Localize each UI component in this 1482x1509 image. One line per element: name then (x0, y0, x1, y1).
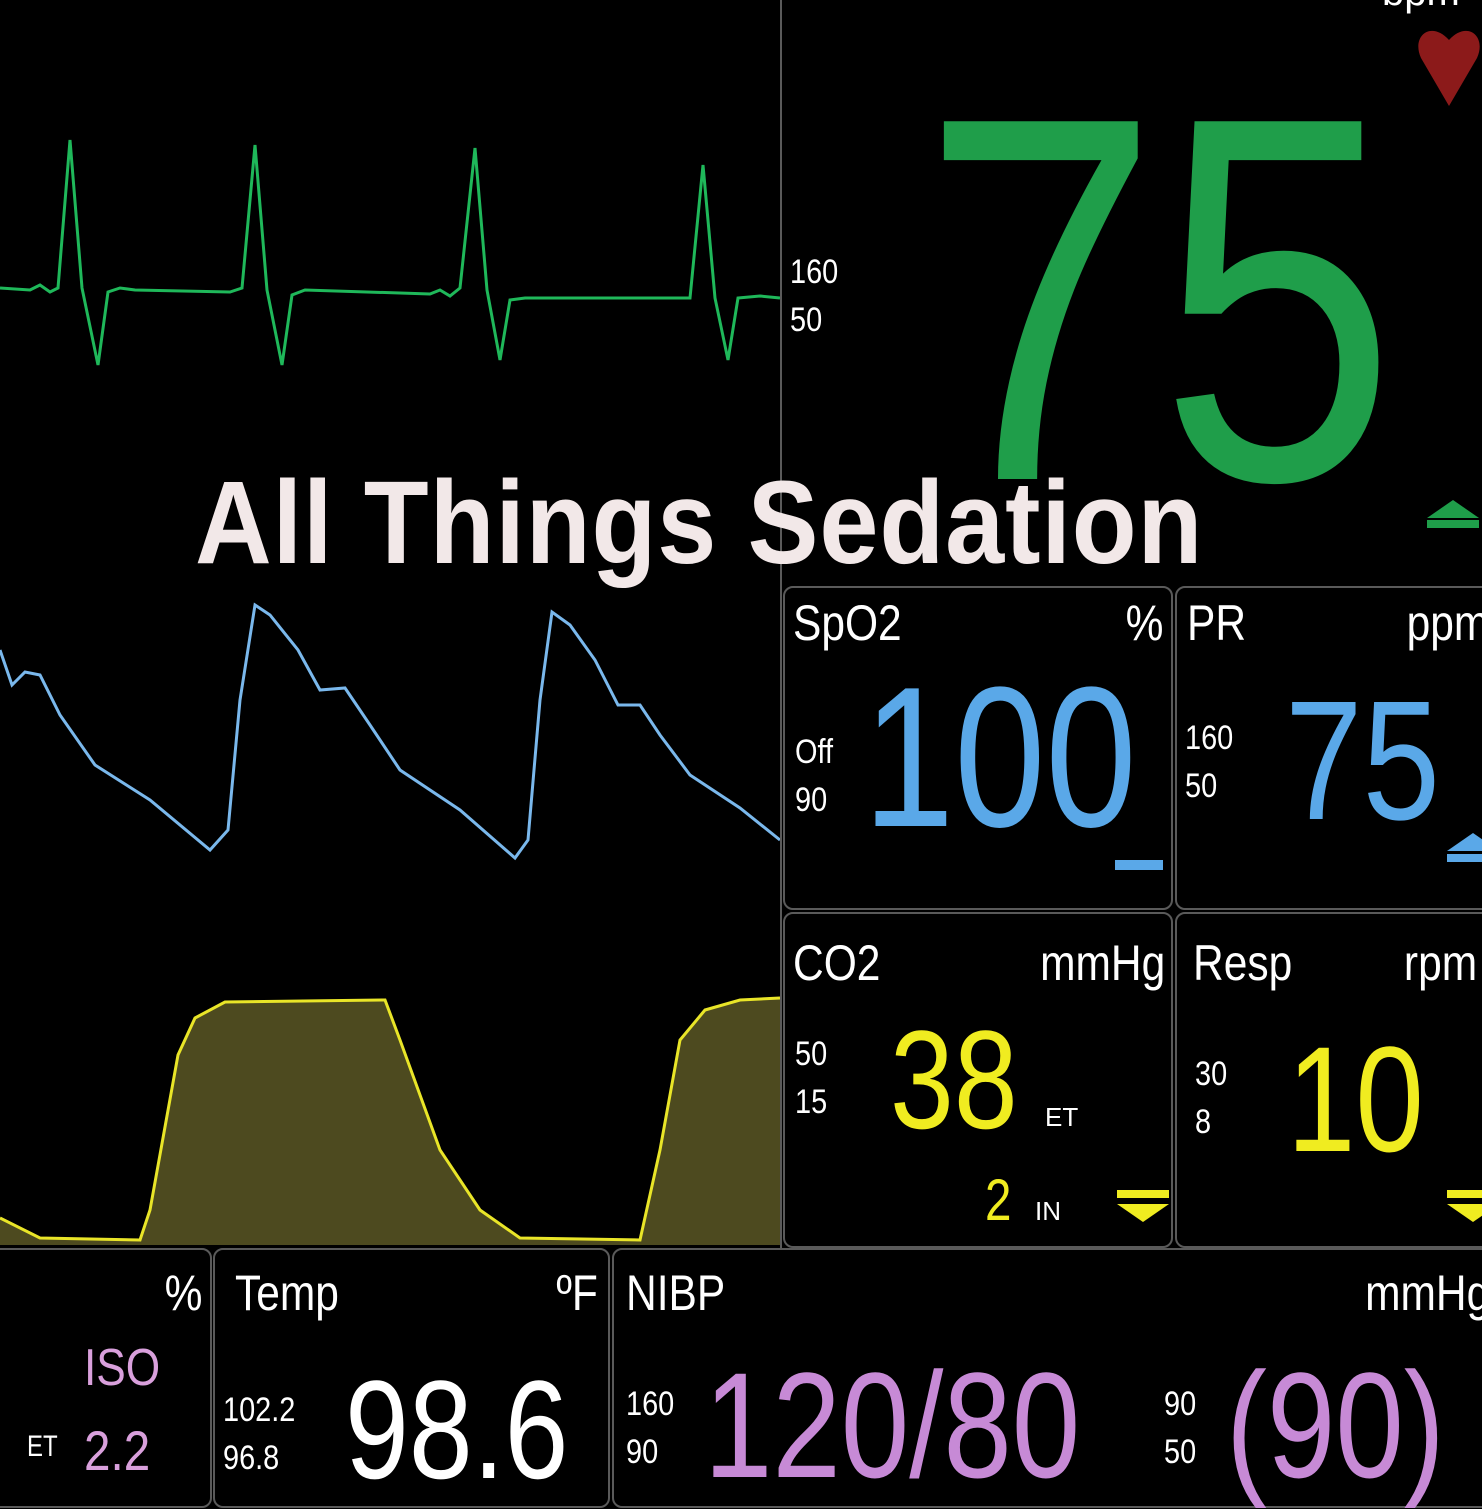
alarm-down-icon (1117, 1204, 1169, 1222)
alarm-bar (1447, 1190, 1482, 1198)
alarm-bar (1117, 1190, 1169, 1198)
temp-unit: ºF (556, 1265, 598, 1321)
co2-inspired-value: 2 (985, 1168, 1012, 1233)
pr-unit: ppm (1406, 595, 1482, 651)
alarm-up-icon (1427, 500, 1479, 518)
spo2-unit: % (1125, 595, 1163, 651)
alarm-bar (1447, 854, 1482, 862)
pr-label: PR (1187, 595, 1247, 651)
spo2-value: 100 (863, 646, 1137, 869)
title-overlay: All Things Sedation (195, 457, 1204, 589)
resp-unit: rpm (1403, 935, 1477, 991)
nibp-mean-value: (90) (1226, 1341, 1445, 1509)
hr-limits: 160 50 (790, 253, 839, 339)
resp-limits: 30 8 (1195, 1055, 1228, 1141)
pr-limits: 160 50 (1185, 719, 1234, 805)
spo2-label: SpO2 (793, 595, 902, 651)
co2-value: 38 (890, 1001, 1018, 1158)
iso-unit: % (164, 1265, 202, 1321)
spo2-limits: Off 90 (795, 733, 834, 819)
iso-value: 2.2 (84, 1419, 151, 1482)
pleth-waveform (0, 602, 781, 861)
resp-value: 10 (1287, 1015, 1424, 1183)
nibp-label: NIBP (626, 1265, 726, 1321)
co2-inspired-tag: IN (1035, 1196, 1061, 1226)
alarm-up-icon (1447, 833, 1482, 851)
co2-label: CO2 (793, 935, 881, 991)
waveforms (0, 139, 781, 1245)
iso-tag: ET (27, 1430, 58, 1463)
nibp-limits: 160 90 (626, 1385, 675, 1471)
hr-unit: bpm (1382, 0, 1460, 15)
temp-value: 98.6 (345, 1351, 569, 1508)
alarm-down-icon (1447, 1204, 1482, 1222)
alarm-bar (1427, 520, 1479, 528)
spo2-panel[interactable]: SpO2 % Off 90 100 (783, 586, 1173, 910)
temp-panel[interactable]: Temp ºF 102.2 96.8 98.6 (213, 1248, 610, 1508)
nibp-mean-limits: 90 50 (1164, 1385, 1197, 1471)
temp-label: Temp (235, 1265, 339, 1321)
pr-panel[interactable]: PR ppm 160 50 75 (1175, 586, 1482, 910)
nibp-value: 120/80 (704, 1341, 1081, 1509)
hr-panel: bpm 160 50 75 (782, 0, 1482, 585)
hr-value: 75 (922, 9, 1397, 590)
co2-limits: 50 15 (795, 1035, 828, 1121)
co2-waveform (0, 996, 781, 1242)
iso-panel[interactable]: % ISO ET 2.2 (0, 1248, 212, 1508)
co2-value-tag: ET (1045, 1102, 1079, 1132)
resp-panel[interactable]: Resp rpm 30 8 10 (1175, 912, 1482, 1248)
co2-panel[interactable]: CO2 mmHg 50 15 38 ET 2 IN (783, 912, 1173, 1248)
co2-unit: mmHg (1039, 935, 1165, 991)
iso-label: ISO (84, 1339, 161, 1397)
pr-value: 75 (1285, 666, 1441, 856)
heart-icon (1418, 30, 1480, 107)
divider (780, 0, 782, 1248)
resp-label: Resp (1193, 935, 1293, 991)
temp-limits: 102.2 96.8 (223, 1391, 296, 1477)
nibp-panel[interactable]: NIBP mmHg 160 90 120/80 90 50 (90) (612, 1248, 1482, 1508)
spo2-bar (1115, 860, 1163, 870)
nibp-unit: mmHg (1364, 1265, 1482, 1321)
co2-waveform-fill (0, 998, 780, 1245)
ecg-waveform (0, 139, 781, 366)
